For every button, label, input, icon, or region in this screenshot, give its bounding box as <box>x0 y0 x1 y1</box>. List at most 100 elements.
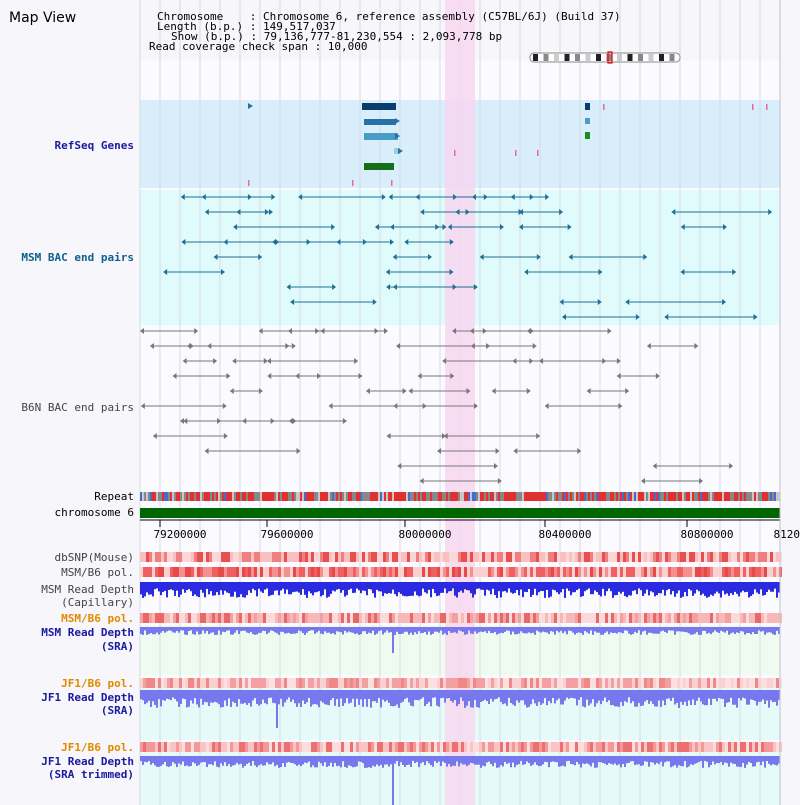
msm-sra-depth <box>666 627 668 633</box>
dbsnp-strip <box>341 552 344 562</box>
jf1-pol-strip-2 <box>698 742 701 752</box>
dbsnp-strip <box>302 552 305 562</box>
jf1-sra-depth <box>188 690 190 707</box>
repeat-segment <box>416 492 418 501</box>
jf1-pol-strip-2 <box>317 742 320 752</box>
msm-sra-depth <box>490 627 492 633</box>
msm-pol-strip-2 <box>656 613 659 623</box>
msm-pol-strip-2 <box>671 613 674 623</box>
msm-sra-depth <box>262 627 264 631</box>
jf1-sra-depth <box>378 690 380 699</box>
jf1-sra-depth <box>692 690 694 700</box>
repeat-segment <box>588 492 590 501</box>
jf1-pol-strip-2 <box>419 742 422 752</box>
msm-capillary-depth <box>678 582 680 591</box>
jf1-pol-strip <box>611 678 614 688</box>
jf1-trimmed-depth <box>484 756 486 767</box>
repeat-segment <box>306 492 308 501</box>
msm-pol-strip <box>623 567 626 577</box>
jf1-pol-strip <box>491 678 494 688</box>
msm-bac-pair-end <box>392 284 397 290</box>
repeat-segment <box>672 492 674 501</box>
jf1-sra-depth <box>540 690 542 705</box>
jf1-pol-strip-2 <box>554 742 557 752</box>
msm-sra-depth <box>368 627 370 633</box>
axis-tick-label: 79600000 <box>261 528 314 541</box>
msm-pol-strip-2 <box>401 613 404 623</box>
msm-bac-pair-end <box>420 209 425 215</box>
ideogram-band <box>543 54 549 61</box>
track-label-repeat[interactable]: Repeat <box>94 490 134 503</box>
msm-bac-pair-end <box>768 209 773 215</box>
track-label-msm-depth-sra[interactable]: MSM Read Depth <box>41 626 134 639</box>
dbsnp-strip <box>161 552 164 562</box>
ideogram-band <box>575 54 580 61</box>
repeat-segment <box>324 492 326 501</box>
dbsnp-strip <box>596 552 599 562</box>
track-label-msm-b6-pol-2[interactable]: MSM/B6 pol. <box>61 612 134 625</box>
jf1-sra-depth <box>252 690 254 701</box>
track-label-jf1-depth-trimmed[interactable]: JF1 Read Depth <box>41 755 134 768</box>
jf1-trimmed-depth <box>720 756 722 762</box>
b6n-bac-pair-end <box>383 328 388 334</box>
msm-pol-strip-2 <box>704 613 707 623</box>
jf1-sra-depth <box>398 690 400 708</box>
msm-pol-strip-2 <box>767 613 770 623</box>
jf1-sra-depth <box>286 690 288 700</box>
msm-capillary-depth <box>360 582 362 594</box>
repeat-segment <box>728 492 730 501</box>
msm-pol-strip-2 <box>602 613 605 623</box>
msm-bac-pair-end <box>499 224 504 230</box>
jf1-sra-depth <box>218 690 220 705</box>
msm-sra-depth <box>156 627 158 633</box>
track-label-dbsnp[interactable]: dbSNP(Mouse) <box>54 551 134 564</box>
jf1-pol-strip <box>671 678 674 688</box>
jf1-sra-depth <box>530 690 532 705</box>
msm-sra-depth <box>738 627 740 634</box>
repeat-segment <box>754 492 756 501</box>
track-label-jf1-b6-pol-2[interactable]: JF1/B6 pol. <box>61 741 134 754</box>
track-label-jf1-b6-pol[interactable]: JF1/B6 pol. <box>61 677 134 690</box>
msm-capillary-depth <box>270 582 272 596</box>
track-label-chromosome[interactable]: chromosome 6 <box>54 506 134 519</box>
msm-pol-strip-2 <box>698 613 701 623</box>
dbsnp-strip <box>425 552 428 562</box>
msm-pol-strip <box>590 567 593 577</box>
jf1-trimmed-depth <box>376 756 378 765</box>
msm-sra-depth <box>402 627 404 634</box>
jf1-pol-strip <box>353 678 356 688</box>
jf1-pol-strip-2 <box>428 742 431 752</box>
track-label-b6n-bac[interactable]: B6N BAC end pairs <box>21 401 134 414</box>
track-label-msm-bac[interactable]: MSM BAC end pairs <box>21 251 134 264</box>
repeat-segment <box>580 492 582 501</box>
b6n-bac-pair-end <box>316 373 321 379</box>
msm-capillary-depth <box>282 582 284 589</box>
track-label-msm-b6-pol[interactable]: MSM/B6 pol. <box>61 566 134 579</box>
dbsnp-strip <box>641 552 644 562</box>
jf1-sra-depth <box>762 690 764 700</box>
track-label-refseq[interactable]: RefSeq Genes <box>54 139 134 152</box>
msm-sra-depth <box>702 627 704 631</box>
msm-pol-strip-2 <box>476 613 479 623</box>
msm-sra-depth <box>522 627 524 633</box>
jf1-sra-depth <box>480 690 482 702</box>
jf1-pol-strip-2 <box>176 742 179 752</box>
dbsnp-strip <box>491 552 494 562</box>
msm-pol-strip <box>647 567 650 577</box>
jf1-sra-depth <box>274 690 276 704</box>
msm-pol-strip <box>485 567 488 577</box>
b6n-bac-pair-end <box>450 373 455 379</box>
jf1-trimmed-depth <box>660 756 662 762</box>
jf1-sra-depth <box>410 690 412 706</box>
track-label-jf1-depth-sra[interactable]: JF1 Read Depth <box>41 691 134 704</box>
jf1-trimmed-depth <box>502 756 504 767</box>
jf1-pol-strip-2 <box>323 742 326 752</box>
repeat-segment <box>280 492 282 501</box>
jf1-pol-strip <box>710 678 713 688</box>
repeat-segment <box>182 492 184 501</box>
track-label-msm-depth-capillary[interactable]: MSM Read Depth <box>41 583 134 596</box>
msm-pol-strip-2 <box>650 613 653 623</box>
dbsnp-strip <box>467 552 470 562</box>
msm-capillary-depth <box>504 582 506 592</box>
